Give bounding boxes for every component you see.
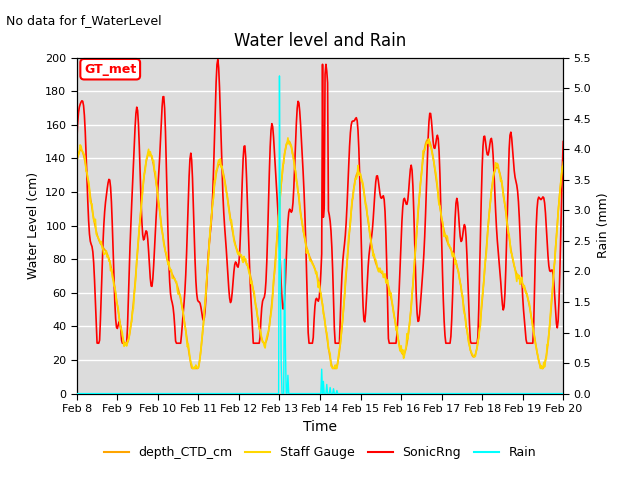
Legend: depth_CTD_cm, Staff Gauge, SonicRng, Rain: depth_CTD_cm, Staff Gauge, SonicRng, Rai… [99,441,541,464]
Text: GT_met: GT_met [84,63,136,76]
Text: No data for f_WaterLevel: No data for f_WaterLevel [6,14,162,27]
X-axis label: Time: Time [303,420,337,433]
Y-axis label: Rain (mm): Rain (mm) [597,193,610,258]
Title: Water level and Rain: Water level and Rain [234,33,406,50]
Y-axis label: Water Level (cm): Water Level (cm) [27,172,40,279]
